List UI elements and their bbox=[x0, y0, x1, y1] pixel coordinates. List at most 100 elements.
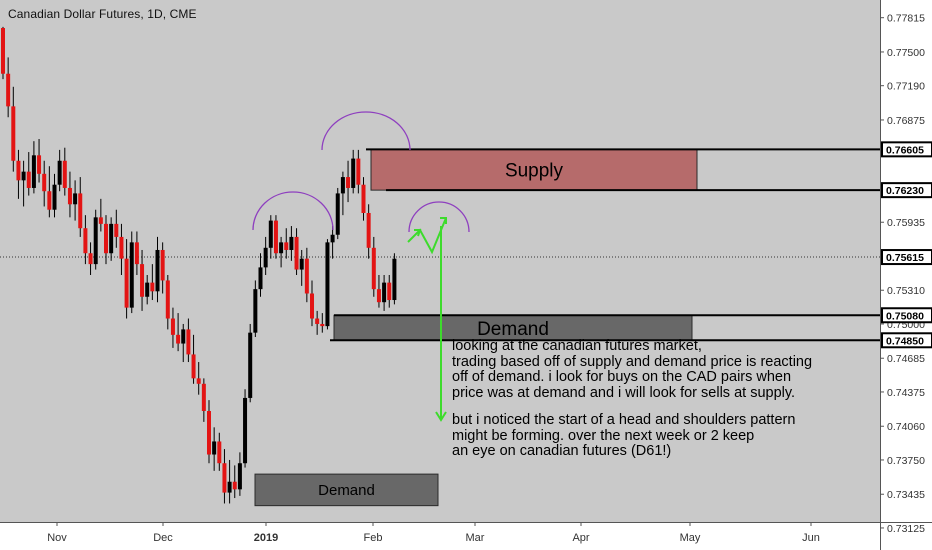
candle-body bbox=[356, 158, 361, 185]
candle-body bbox=[170, 318, 175, 335]
price-tick-label: 0.74060 bbox=[887, 421, 925, 433]
candle-body bbox=[191, 354, 196, 379]
candle-body bbox=[212, 441, 217, 455]
candle-body bbox=[268, 220, 273, 248]
candle-body bbox=[310, 293, 314, 319]
price-tick-label: 0.76875 bbox=[887, 115, 925, 127]
candle-body bbox=[129, 242, 134, 308]
price-tick-label: 0.75310 bbox=[887, 285, 925, 297]
candle-body bbox=[232, 481, 237, 490]
zone-box bbox=[370, 148, 698, 191]
time-tick-label: May bbox=[680, 532, 701, 544]
candle-body bbox=[1, 28, 5, 74]
candle-body bbox=[284, 242, 289, 250]
zone-demand-2: Demand bbox=[254, 473, 439, 507]
price-label-highlight: 0.76230 bbox=[881, 182, 932, 199]
candle-body bbox=[83, 228, 88, 254]
time-tick-label: Jun bbox=[802, 532, 820, 544]
candle-body bbox=[237, 463, 242, 490]
annotation-paragraph-1: looking at the canadian futures market, … bbox=[452, 338, 813, 401]
candle-body bbox=[42, 173, 47, 192]
candle-body bbox=[57, 160, 62, 185]
candle-body bbox=[37, 155, 42, 174]
candle-body bbox=[109, 223, 114, 254]
candle-body bbox=[196, 378, 201, 384]
candle-body bbox=[304, 258, 309, 294]
price-label-text: 0.74850 bbox=[886, 335, 924, 347]
candle-body bbox=[119, 236, 124, 259]
price-label-highlight: 0.75080 bbox=[881, 307, 932, 324]
price-label-highlight: 0.76605 bbox=[881, 141, 932, 158]
candle-body bbox=[253, 289, 258, 333]
candle-body bbox=[155, 249, 160, 292]
zone-label: Supply bbox=[505, 161, 564, 182]
candle-body bbox=[325, 242, 330, 327]
time-tick-label: 2019 bbox=[254, 532, 278, 544]
candle-body bbox=[335, 193, 340, 235]
chart-title: Canadian Dollar Futures, 1D, CME bbox=[8, 7, 197, 21]
price-label-inner bbox=[883, 184, 931, 197]
candle-body bbox=[67, 187, 72, 205]
time-tick-label: Mar bbox=[466, 532, 485, 544]
shoulder-arc bbox=[321, 111, 411, 151]
candle-body bbox=[114, 223, 119, 237]
shoulder-arc bbox=[408, 201, 470, 233]
price-label-highlight: 0.75615 bbox=[881, 249, 932, 266]
candle-body bbox=[165, 280, 170, 319]
candle-body bbox=[93, 217, 98, 265]
candle-body bbox=[145, 282, 150, 297]
candle-body bbox=[134, 242, 139, 265]
price-label-text: 0.75080 bbox=[886, 310, 924, 322]
time-tick-label: Feb bbox=[364, 532, 383, 544]
price-tick-label: 0.73750 bbox=[887, 455, 925, 467]
price-tick-label: 0.73125 bbox=[887, 523, 925, 535]
time-tick-label: Apr bbox=[572, 532, 589, 544]
candle-body bbox=[263, 247, 268, 268]
candle-body bbox=[371, 247, 376, 290]
price-tick-label: 0.74685 bbox=[887, 353, 925, 365]
candle-body bbox=[78, 193, 83, 229]
price-label-text: 0.75615 bbox=[886, 252, 924, 264]
candle-body bbox=[346, 177, 351, 188]
candle-body bbox=[201, 383, 206, 411]
candle-body bbox=[392, 258, 397, 301]
candle-body bbox=[258, 267, 263, 290]
zone-supply-0: Supply bbox=[370, 148, 698, 191]
price-label-text: 0.76230 bbox=[886, 185, 924, 197]
price-tick-label: 0.77500 bbox=[887, 47, 925, 59]
candle-body bbox=[289, 236, 294, 250]
annotation-text: looking at the canadian futures market, … bbox=[452, 338, 872, 472]
candle-body bbox=[124, 258, 129, 308]
candle-body bbox=[387, 282, 392, 301]
zone-box bbox=[254, 473, 439, 507]
shoulder-arc bbox=[252, 191, 334, 231]
candle-body bbox=[186, 329, 191, 355]
candle-body bbox=[376, 289, 381, 303]
price-label-inner bbox=[883, 334, 931, 347]
candle-body bbox=[73, 193, 78, 205]
candle-body bbox=[361, 184, 366, 213]
price-axis-panel bbox=[880, 0, 932, 550]
projection-arrowhead bbox=[414, 229, 422, 237]
candle-body bbox=[351, 158, 356, 188]
candle-body bbox=[21, 171, 26, 181]
candle-body bbox=[217, 441, 222, 464]
projection-arrowhead bbox=[440, 217, 447, 224]
candle-body bbox=[176, 334, 181, 344]
candle-body bbox=[243, 397, 248, 464]
price-tick-label: 0.77815 bbox=[887, 13, 925, 25]
candle-body bbox=[299, 258, 304, 270]
price-tick-label: 0.77190 bbox=[887, 81, 925, 93]
candle-body bbox=[279, 242, 284, 254]
zone-label: Demand bbox=[318, 482, 375, 499]
time-axis-panel bbox=[0, 522, 932, 550]
zone-label: Demand bbox=[477, 319, 549, 340]
candle-body bbox=[52, 184, 57, 210]
projection-path bbox=[407, 217, 447, 255]
time-tick-label: Dec bbox=[153, 532, 173, 544]
candles bbox=[1, 26, 397, 504]
candle-body bbox=[366, 212, 371, 248]
price-label-inner bbox=[883, 251, 931, 264]
candle-body bbox=[98, 217, 103, 224]
